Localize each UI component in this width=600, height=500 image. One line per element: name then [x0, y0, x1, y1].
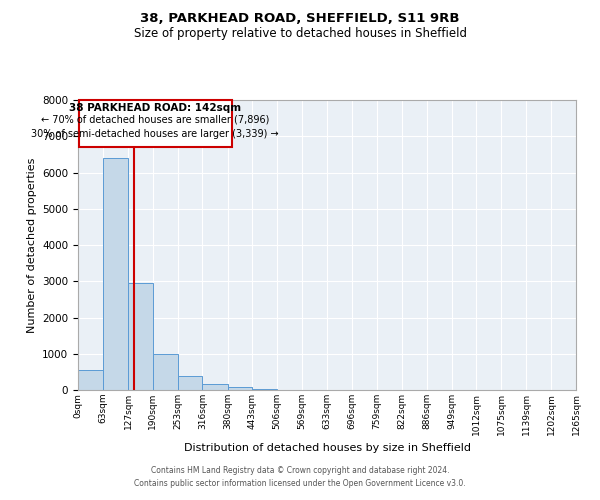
FancyBboxPatch shape — [79, 100, 232, 147]
Text: 38 PARKHEAD ROAD: 142sqm: 38 PARKHEAD ROAD: 142sqm — [69, 103, 241, 113]
Text: 38, PARKHEAD ROAD, SHEFFIELD, S11 9RB: 38, PARKHEAD ROAD, SHEFFIELD, S11 9RB — [140, 12, 460, 26]
Bar — [227, 387, 253, 390]
Y-axis label: Number of detached properties: Number of detached properties — [26, 158, 37, 332]
Bar — [202, 384, 227, 390]
Bar — [128, 283, 153, 390]
Text: ← 70% of detached houses are smaller (7,896): ← 70% of detached houses are smaller (7,… — [41, 115, 269, 125]
Text: Size of property relative to detached houses in Sheffield: Size of property relative to detached ho… — [133, 28, 467, 40]
Bar — [153, 354, 178, 390]
Bar — [253, 389, 277, 390]
Bar — [178, 376, 202, 390]
Text: 30% of semi-detached houses are larger (3,339) →: 30% of semi-detached houses are larger (… — [31, 128, 279, 138]
Bar — [78, 370, 103, 390]
Text: Contains HM Land Registry data © Crown copyright and database right 2024.
Contai: Contains HM Land Registry data © Crown c… — [134, 466, 466, 487]
X-axis label: Distribution of detached houses by size in Sheffield: Distribution of detached houses by size … — [184, 443, 470, 453]
Bar — [103, 158, 128, 390]
